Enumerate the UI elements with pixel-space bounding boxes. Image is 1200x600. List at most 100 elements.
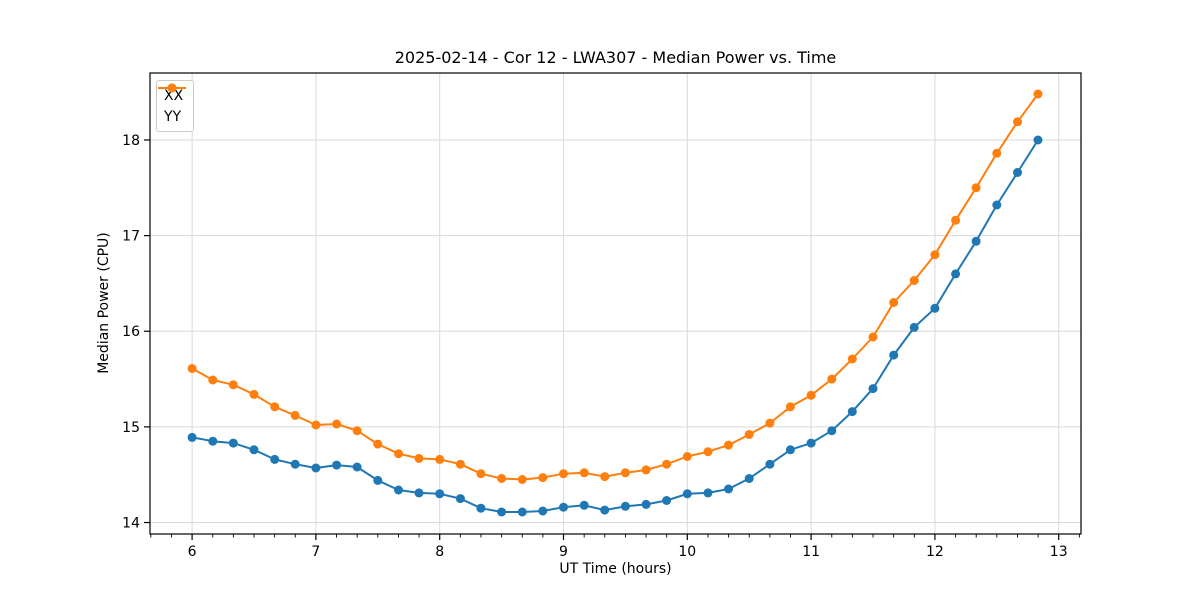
- series-marker-YY: [847, 354, 857, 364]
- legend-label: XX: [164, 87, 184, 104]
- series-marker-XX: [724, 484, 733, 494]
- series-marker-YY: [620, 468, 630, 478]
- series-marker-XX: [909, 322, 919, 332]
- x-tick-label-11: 11: [802, 544, 820, 560]
- legend-item-YY: YY: [158, 83, 186, 127]
- series-marker-XX: [373, 475, 383, 485]
- series-marker-XX: [600, 505, 610, 515]
- series-marker-XX: [352, 462, 362, 472]
- legend: XX YY: [156, 80, 195, 132]
- series-line-YY: [191, 93, 1039, 481]
- x-tick-label-7: 7: [311, 544, 320, 560]
- x-tick-label-13: 13: [1050, 544, 1068, 560]
- series-marker-YY: [724, 440, 733, 450]
- series-marker-XX: [806, 438, 816, 448]
- series-marker-XX: [827, 426, 837, 436]
- series-marker-YY: [414, 453, 424, 463]
- series-marker-XX: [765, 459, 775, 469]
- series-marker-XX: [476, 503, 486, 513]
- series-marker-YY: [579, 468, 589, 478]
- series-marker-XX: [930, 303, 940, 313]
- series-marker-YY: [1033, 89, 1043, 99]
- series-marker-YY: [765, 418, 775, 428]
- series-marker-YY: [559, 469, 568, 479]
- series-marker-YY: [992, 148, 1002, 158]
- series-marker-YY: [270, 402, 280, 412]
- series-marker-XX: [992, 200, 1002, 210]
- series-marker-XX: [311, 463, 321, 473]
- series-marker-XX: [414, 488, 424, 498]
- legend-line-marker-icon: [158, 83, 186, 93]
- series-marker-XX: [1013, 168, 1022, 177]
- chart-title: 2025-02-14 - Cor 12 - LWA307 - Median Po…: [394, 48, 837, 67]
- series-marker-YY: [600, 472, 610, 482]
- series-marker-YY: [744, 430, 754, 439]
- series-marker-XX: [517, 507, 527, 517]
- y-tick-label-14: 14: [122, 516, 140, 532]
- series-marker-XX: [290, 459, 300, 469]
- y-tick-label-16: 16: [122, 324, 140, 340]
- series-marker-YY: [538, 473, 548, 483]
- series-marker-YY: [662, 459, 672, 469]
- x-tick-label-6: 6: [188, 544, 197, 560]
- series-marker-XX: [455, 494, 465, 504]
- series-marker-XX: [228, 438, 238, 448]
- series-marker-XX: [868, 384, 878, 394]
- series-marker-YY: [785, 402, 795, 412]
- series-marker-YY: [868, 332, 878, 342]
- series-marker-YY: [311, 420, 321, 430]
- series-marker-YY: [208, 375, 218, 385]
- series-marker-YY: [332, 419, 342, 429]
- x-tick-label-10: 10: [678, 544, 696, 560]
- series-marker-YY: [971, 183, 981, 193]
- series-marker-YY: [682, 452, 692, 461]
- series-marker-YY: [435, 454, 445, 464]
- series-marker-XX: [538, 506, 548, 516]
- series-marker-XX: [971, 236, 981, 246]
- series-marker-YY: [806, 390, 816, 400]
- series-marker-XX: [620, 501, 630, 511]
- x-tick-label-12: 12: [926, 544, 944, 560]
- series-marker-YY: [703, 447, 713, 457]
- series-marker-XX: [744, 474, 754, 483]
- series-marker-YY: [476, 469, 486, 479]
- series-marker-XX: [208, 436, 218, 446]
- y-tick-label-17: 17: [122, 229, 140, 245]
- y-tick-label-18: 18: [122, 133, 140, 149]
- series-marker-YY: [228, 380, 238, 390]
- series-marker-XX: [641, 499, 651, 509]
- series-marker-XX: [394, 485, 403, 495]
- series-marker-YY: [455, 459, 465, 469]
- series-marker-YY: [1013, 117, 1022, 127]
- series-marker-XX: [951, 269, 961, 279]
- series-marker-YY: [951, 215, 961, 225]
- legend-label: YY: [164, 108, 182, 125]
- series-marker-YY: [187, 364, 197, 373]
- series-marker-YY: [909, 276, 919, 285]
- series-marker-XX: [847, 407, 857, 417]
- series-marker-YY: [373, 439, 383, 449]
- series-marker-XX: [332, 460, 342, 470]
- series-marker-XX: [662, 496, 672, 505]
- x-tick-label-9: 9: [559, 544, 568, 560]
- series-marker-YY: [290, 410, 300, 420]
- series-marker-XX: [703, 488, 713, 498]
- series-marker-YY: [930, 250, 940, 260]
- series-marker-YY: [641, 465, 651, 475]
- series-marker-XX: [270, 454, 280, 464]
- plot-border: [149, 72, 1082, 535]
- x-tick-label-8: 8: [435, 544, 444, 560]
- series-marker-YY: [889, 298, 899, 307]
- series-marker-XX: [682, 489, 692, 499]
- series-marker-XX: [435, 489, 445, 499]
- series-marker-XX: [497, 507, 507, 517]
- series-marker-YY: [827, 374, 837, 384]
- series-marker-XX: [187, 432, 197, 442]
- series-marker-YY: [352, 426, 362, 436]
- y-tick-label-15: 15: [122, 420, 140, 436]
- series-marker-XX: [889, 350, 899, 360]
- series-marker-XX: [559, 502, 568, 512]
- series-marker-YY: [517, 475, 527, 484]
- x-axis-label: UT Time (hours): [559, 561, 672, 577]
